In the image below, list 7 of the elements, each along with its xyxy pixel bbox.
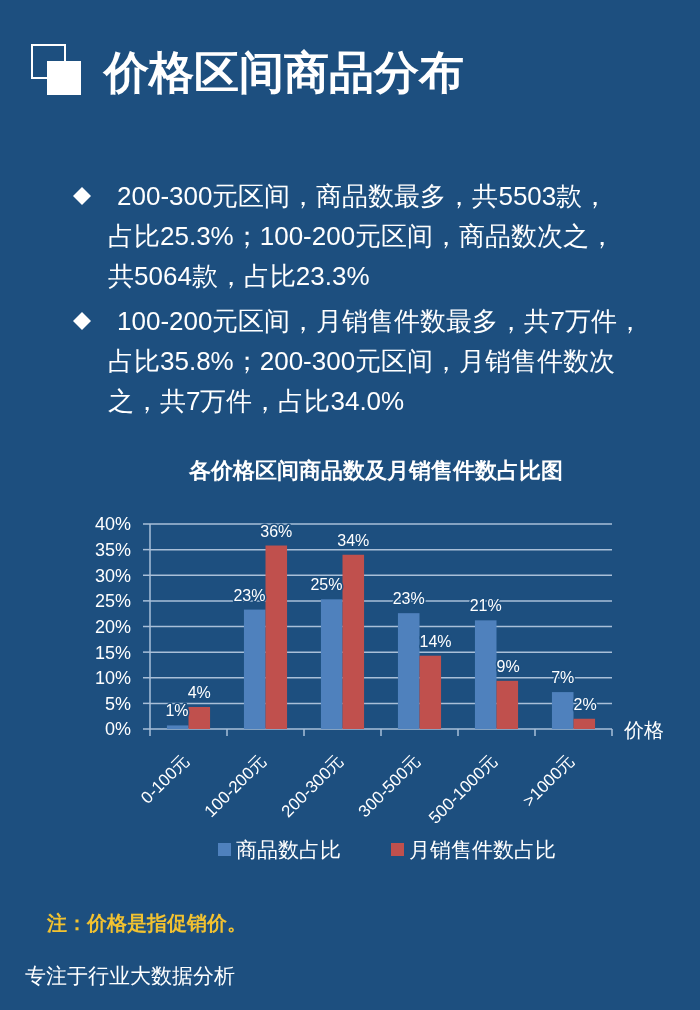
title: 价格区间商品分布 bbox=[104, 47, 464, 98]
note: 注：价格是指促销价。 bbox=[47, 912, 247, 934]
annotation: 100-200元区间，月销售件数最多，共7万件，占比35.8%；200-300元区间，月销售件数次之，共7万件，占比34.0% bbox=[73, 306, 643, 416]
annotation: 200-300元区间，商品数最多，共5503款，占比25.3%；100-200元区间，商品数次之，共5064款，占比23.3% bbox=[73, 181, 616, 291]
footer: 专注于行业大数据分析 bbox=[25, 964, 235, 987]
legend-label: 商品数占比 bbox=[236, 837, 341, 861]
legend-label: 月销售件数占比 bbox=[409, 837, 556, 861]
